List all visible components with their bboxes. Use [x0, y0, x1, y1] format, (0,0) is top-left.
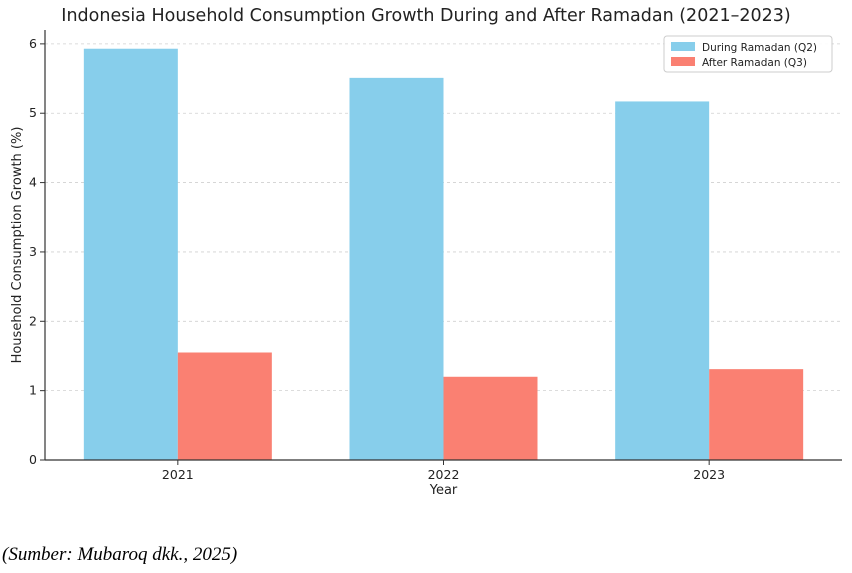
- axes: 0 1 2 3 4 5 6 2021 2022 2023: [29, 30, 842, 482]
- chart-title: Indonesia Household Consumption Growth D…: [61, 6, 790, 26]
- y-tick-label: 3: [29, 244, 37, 259]
- bars: [83, 48, 804, 461]
- legend-swatch: [671, 57, 695, 66]
- bar-chart-svg: 0 1 2 3 4 5 6 2021 2022 2023 Indonesia Household …: [10, 6, 842, 498]
- bar-after-ramadan-2021: [177, 352, 272, 460]
- bar-during-ramadan-2022: [349, 77, 444, 461]
- legend-entry: After Ramadan (Q3): [702, 57, 807, 69]
- y-tick-label: 4: [29, 175, 37, 190]
- bar-after-ramadan-2022: [443, 376, 538, 460]
- y-tick-label: 6: [29, 36, 37, 51]
- y-tick-label: 5: [29, 105, 37, 120]
- source-caption: (Sumber: Mubaroq dkk., 2025): [2, 544, 238, 565]
- bar-during-ramadan-2023: [615, 101, 710, 460]
- legend-box: [663, 35, 833, 73]
- x-tick-label: 2023: [693, 467, 725, 482]
- y-axis-label: Household Consumption Growth (%): [10, 127, 25, 364]
- x-tick-label: 2021: [162, 467, 194, 482]
- bar-during-ramadan-2021: [83, 48, 178, 461]
- bar-after-ramadan-2023: [709, 369, 804, 460]
- y-tick-label: 2: [29, 313, 37, 328]
- x-tick-label: 2022: [428, 467, 460, 482]
- legend: During Ramadan (Q2) After Ramadan (Q3): [663, 35, 833, 73]
- legend-swatch: [671, 42, 695, 51]
- legend-entry: During Ramadan (Q2): [702, 42, 817, 54]
- x-axis-label: Year: [429, 483, 458, 498]
- y-tick-label: 1: [29, 383, 37, 398]
- chart: 0 1 2 3 4 5 6 2021 2022 2023 Indonesia Household …: [10, 6, 842, 498]
- y-tick-label: 0: [29, 452, 37, 467]
